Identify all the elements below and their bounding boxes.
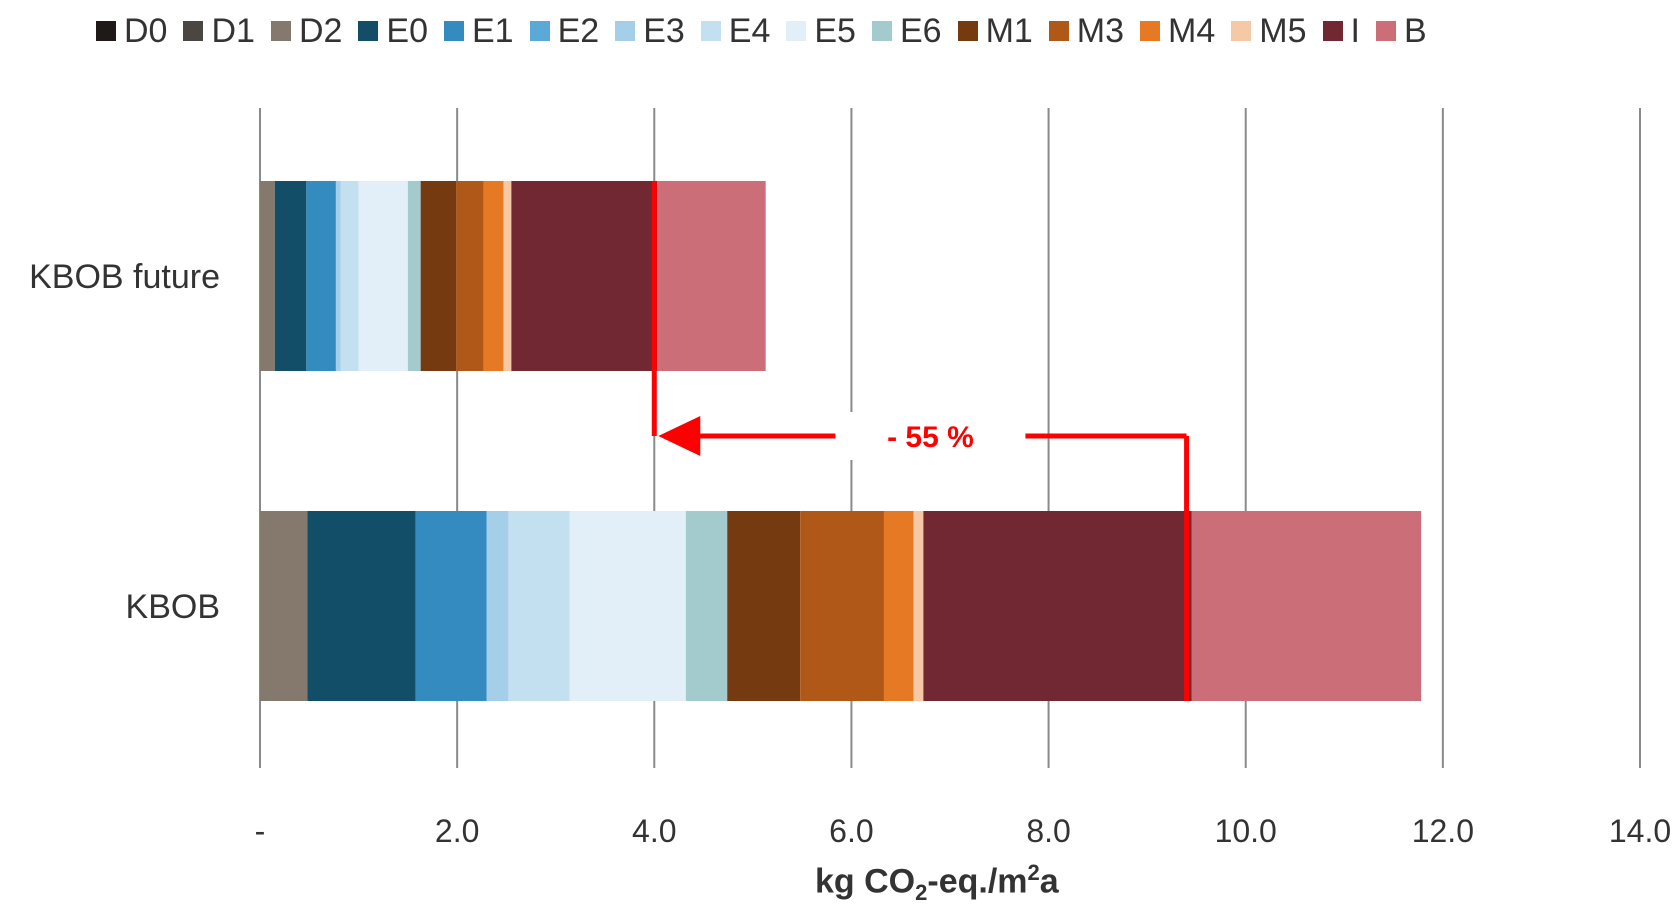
legend-label: E1	[472, 11, 514, 50]
x-tick-label: 4.0	[632, 813, 676, 849]
x-axis-label: kg CO2-eq./m2a	[815, 860, 1059, 906]
bar-segment-e6	[685, 511, 728, 701]
legend-label: M3	[1076, 11, 1125, 50]
x-tick-label: 14.0	[1609, 813, 1671, 849]
x-tick-label: 10.0	[1215, 813, 1277, 849]
legend-swatch	[1231, 21, 1252, 41]
legend-item-e1: E1	[444, 12, 514, 51]
bar-segment-e4	[508, 511, 570, 701]
bar-segment-b	[657, 181, 766, 371]
legend-item-m5: M5	[1231, 11, 1307, 51]
bar-segment-i	[511, 181, 658, 371]
bar-segment-e0	[307, 511, 416, 701]
legend-item-m4: M4	[1140, 12, 1215, 51]
bar-segment-m1	[727, 511, 801, 701]
bar-segment-m4	[483, 181, 504, 371]
legend-swatch	[1322, 21, 1343, 41]
bar-segment-m4	[883, 511, 914, 701]
legend-label: M4	[1168, 11, 1216, 50]
legend-swatch	[96, 21, 116, 41]
legend-item-d2: D2	[270, 11, 343, 51]
bar-segment-m3	[456, 181, 484, 371]
x-tick-label: 12.0	[1412, 813, 1474, 849]
bar-segment-e4	[340, 181, 359, 371]
annotation-label-bg	[835, 412, 1026, 460]
legend-item-e5: E5	[786, 12, 856, 51]
bar-segment-d2	[260, 511, 308, 701]
legend-label: B	[1403, 11, 1427, 50]
legend-item-e3: E3	[615, 12, 685, 51]
legend-swatch	[786, 21, 807, 41]
legend-label: D2	[298, 11, 343, 50]
legend-item-d1: D1	[183, 11, 255, 51]
bar-segment-m1	[420, 181, 457, 371]
bar-segment-e5	[569, 511, 686, 701]
x-tick-label: 8.0	[1026, 813, 1070, 849]
legend-label: E0	[386, 11, 428, 50]
legend-swatch	[270, 21, 291, 41]
bar-segment-e6	[407, 181, 421, 371]
legend-swatch	[957, 21, 978, 41]
legend-label: D0	[124, 11, 168, 50]
legend-item-m3: M3	[1048, 11, 1125, 51]
legend-item-d0: D0	[96, 12, 167, 51]
legend-label: E3	[643, 11, 685, 50]
legend-swatch	[358, 21, 379, 41]
bar-segment-d2	[260, 181, 275, 371]
legend-swatch	[529, 21, 550, 41]
legend-item-i: I	[1322, 11, 1360, 51]
x-tick-label: -	[255, 813, 266, 849]
bar-segment-m3	[800, 511, 884, 701]
legend-label: M5	[1259, 11, 1307, 50]
legend-swatch	[871, 21, 892, 41]
chart-legend: D0 D1 D2 E0 E1 E2 E3 E4 E5 E6 M1 M3 M4 M5 I B	[96, 6, 1676, 56]
legend-item-e6: E6	[871, 11, 942, 51]
bar-segment-b	[1191, 511, 1422, 701]
bar-segment-e3	[335, 181, 341, 371]
legend-swatch	[1048, 21, 1069, 41]
legend-swatch	[700, 21, 721, 41]
bar-segment-e5	[358, 181, 408, 371]
annotation-label: - 55 %	[887, 421, 974, 454]
category-label: KBOB	[126, 588, 220, 626]
legend-item-e0: E0	[358, 12, 428, 51]
legend-swatch	[615, 21, 636, 41]
legend-label: E2	[557, 11, 600, 50]
legend-label: M1	[985, 11, 1033, 50]
legend-item-m1: M1	[957, 11, 1033, 51]
bar-segment-e1	[415, 511, 487, 701]
legend-label: D1	[211, 11, 255, 50]
legend-item-e4: E4	[700, 11, 771, 51]
legend-label: E5	[814, 11, 856, 50]
bar-segment-e1	[306, 181, 336, 371]
legend-swatch	[444, 21, 464, 41]
legend-label: E4	[728, 11, 771, 50]
legend-swatch	[1140, 21, 1161, 41]
legend-item-e2: E2	[529, 11, 600, 51]
bar-segment-i	[923, 511, 1192, 701]
annotation-arrowhead	[658, 416, 701, 456]
legend-swatch	[183, 21, 204, 41]
legend-item-b: B	[1375, 11, 1427, 51]
bar-segment-e3	[486, 511, 509, 701]
legend-swatch	[1375, 21, 1396, 41]
x-tick-label: 2.0	[435, 813, 479, 849]
legend-label: I	[1350, 11, 1360, 50]
legend-label: E6	[899, 11, 942, 50]
category-label: KBOB future	[29, 258, 220, 296]
bar-segment-m5	[913, 511, 924, 701]
bar-segment-e0	[274, 181, 307, 371]
x-tick-label: 6.0	[829, 813, 873, 849]
bar-segment-m5	[503, 181, 512, 371]
